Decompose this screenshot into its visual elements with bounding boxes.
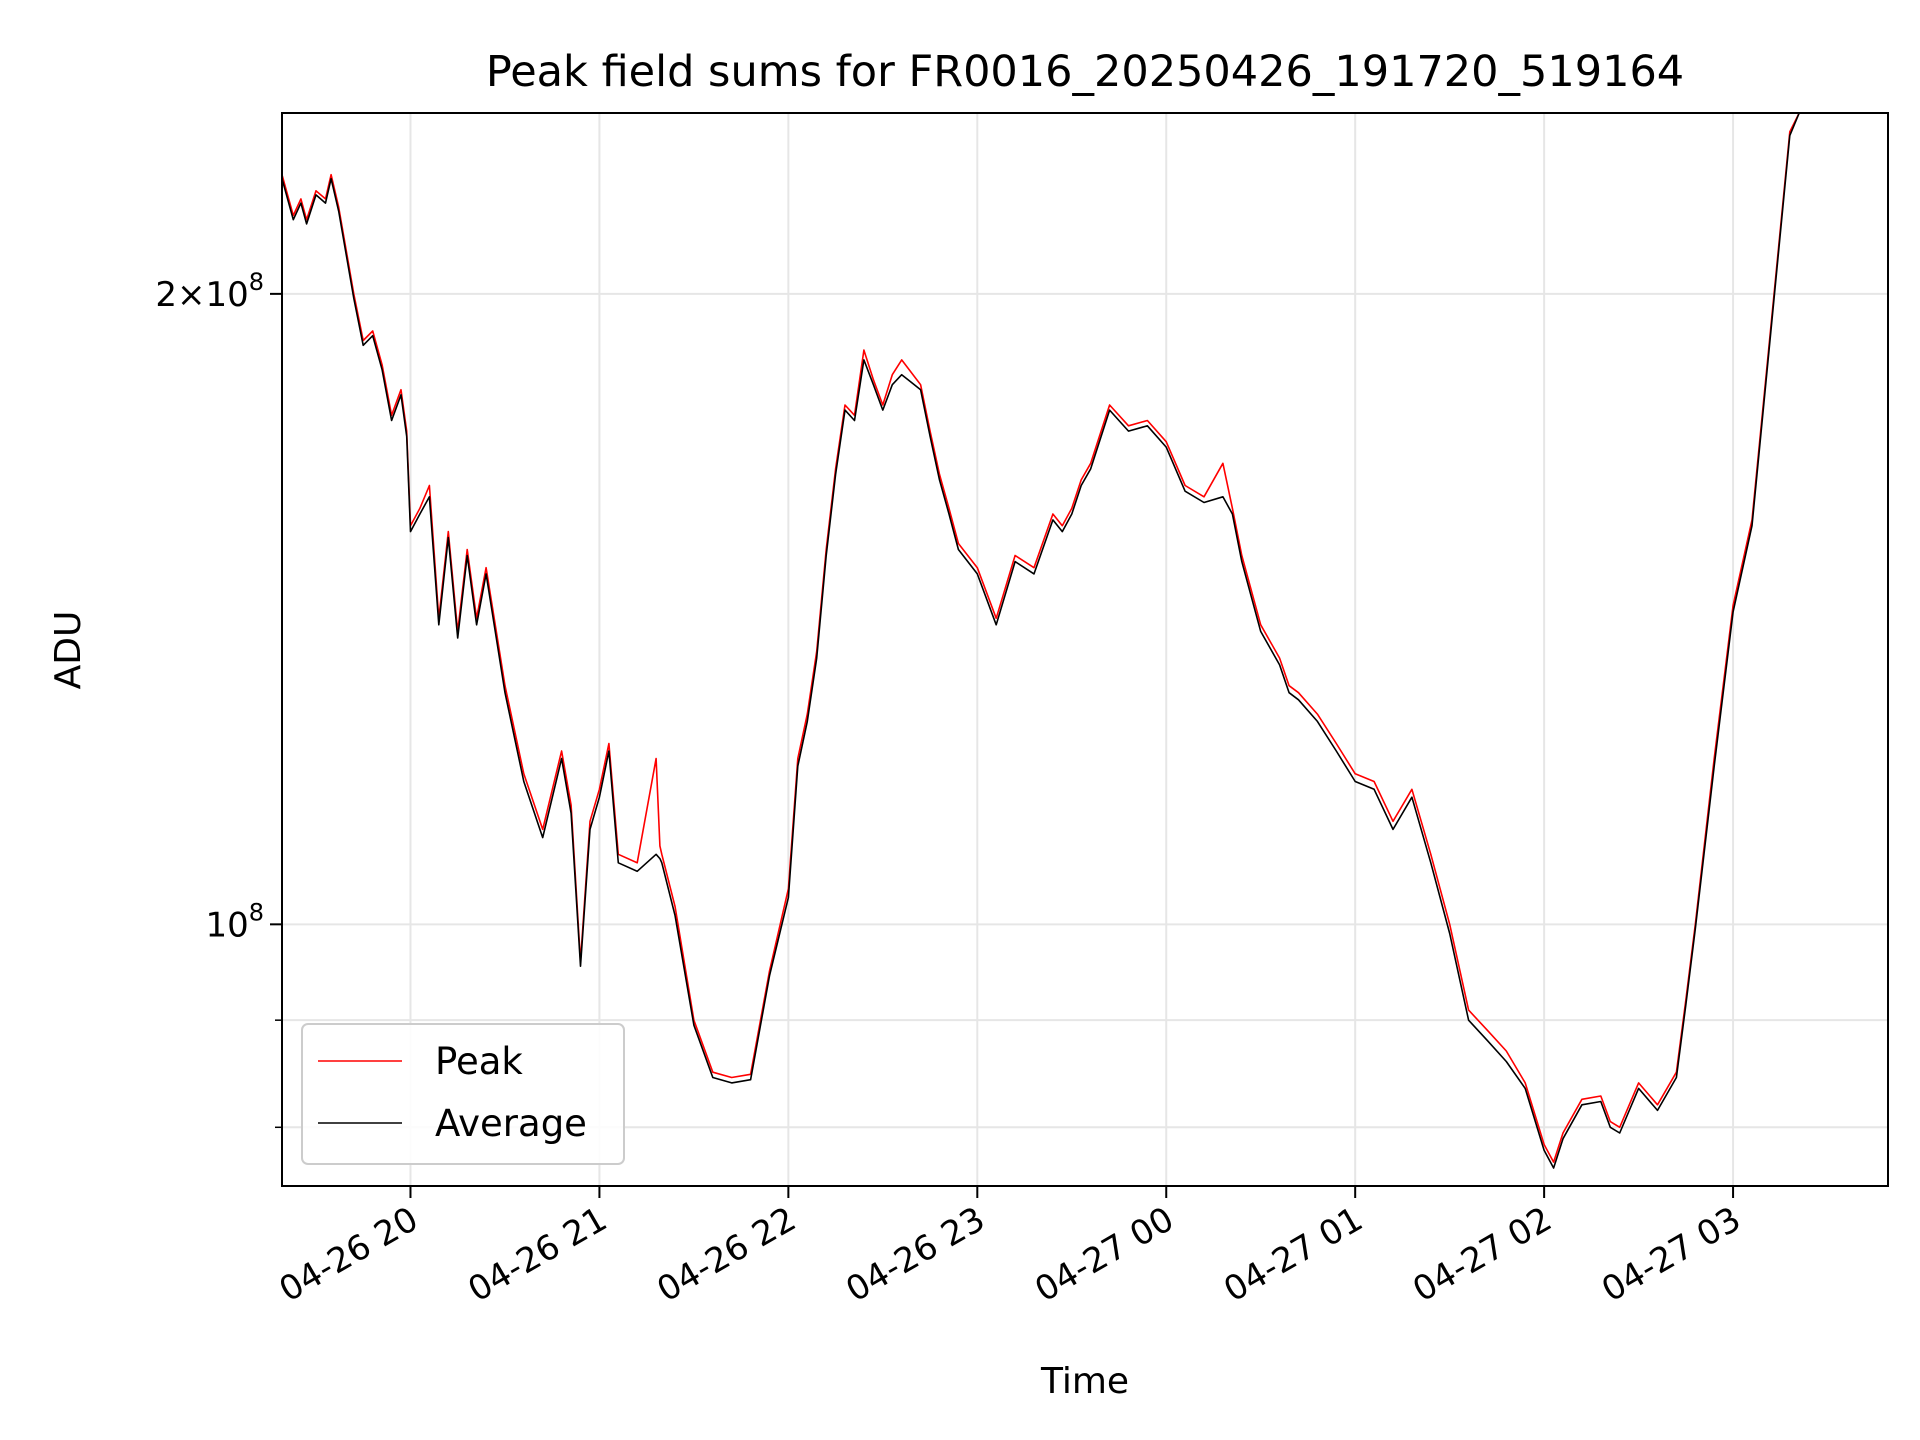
- legend: Peak Average: [301, 1023, 625, 1165]
- chart-title: Peak field sums for FR0016_20250426_1917…: [486, 47, 1684, 97]
- y-tick-label: 108: [205, 898, 264, 945]
- series-line-average: [281, 112, 1847, 1169]
- y-tick-label: 2×108: [155, 268, 264, 315]
- legend-label-average: Average: [435, 1102, 587, 1145]
- x-axis-title: Time: [1040, 1361, 1129, 1402]
- plot-frame: [281, 112, 1889, 1187]
- y-axis-ticks: 2×108 108: [155, 268, 282, 1129]
- y-axis-title: ADU: [48, 611, 89, 690]
- legend-label-peak: Peak: [435, 1040, 523, 1083]
- series-layer: [281, 112, 1847, 1169]
- legend-box: [301, 1023, 625, 1165]
